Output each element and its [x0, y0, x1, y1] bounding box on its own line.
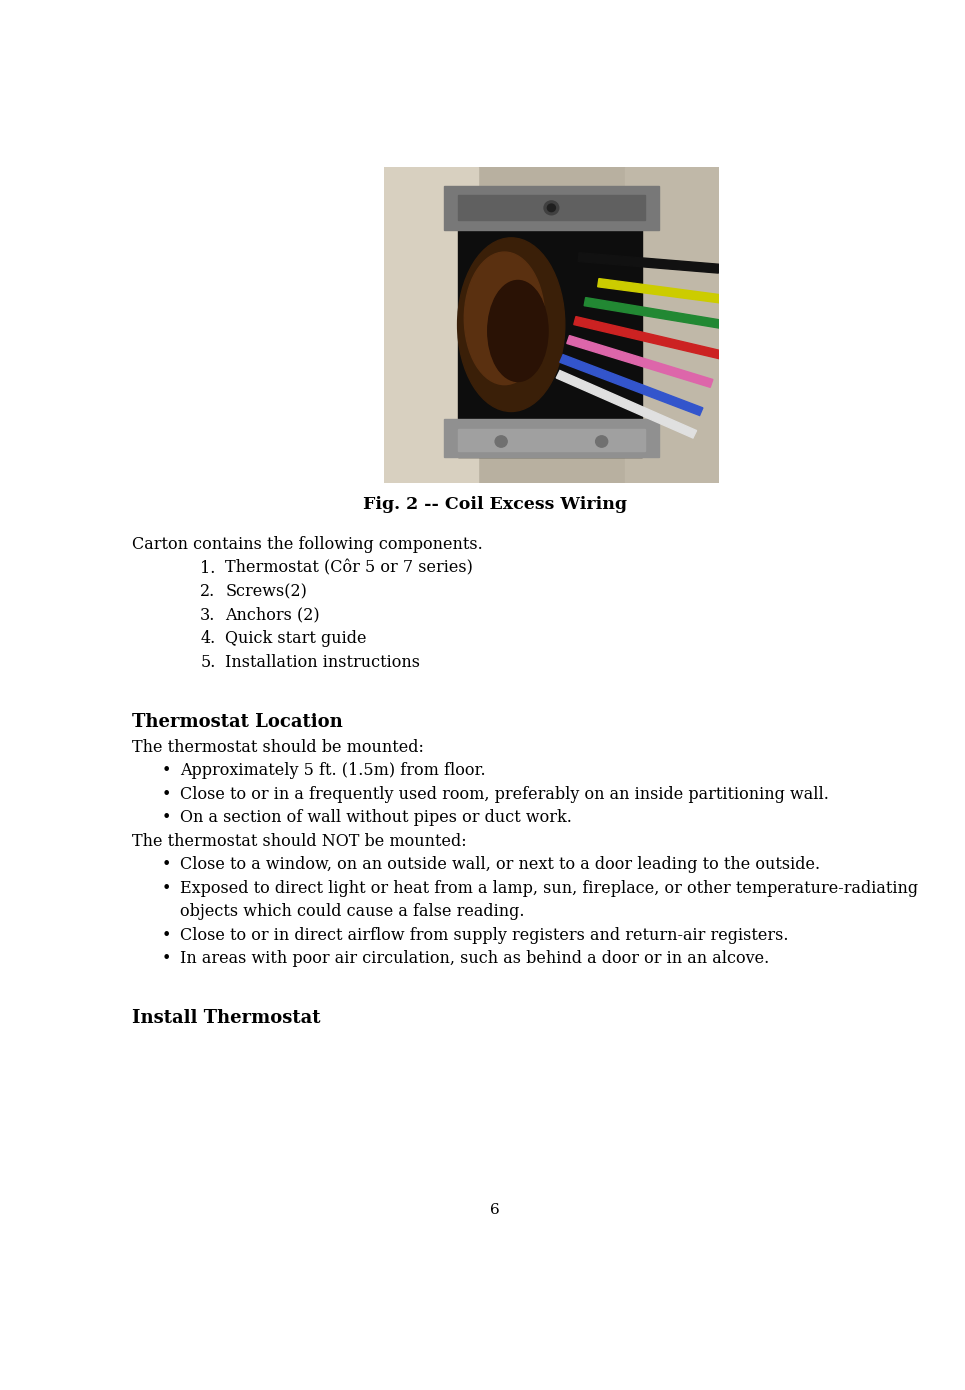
- Text: 5.: 5.: [200, 653, 215, 671]
- Text: Anchors (2): Anchors (2): [226, 606, 320, 624]
- Text: Install Thermostat: Install Thermostat: [132, 1009, 320, 1027]
- Text: The thermostat should be mounted:: The thermostat should be mounted:: [132, 738, 424, 756]
- Text: •: •: [161, 951, 171, 967]
- Text: On a section of wall without pipes or duct work.: On a section of wall without pipes or du…: [180, 809, 572, 826]
- Text: Fig. 2 -- Coil Excess Wiring: Fig. 2 -- Coil Excess Wiring: [363, 496, 626, 513]
- Text: •: •: [161, 927, 171, 944]
- Text: Close to a window, on an outside wall, or next to a door leading to the outside.: Close to a window, on an outside wall, o…: [180, 856, 820, 873]
- Text: 3.: 3.: [200, 606, 215, 624]
- Text: Thermostat Location: Thermostat Location: [132, 713, 343, 731]
- Text: 2.: 2.: [201, 584, 215, 600]
- Text: Carton contains the following components.: Carton contains the following components…: [132, 537, 482, 553]
- Text: •: •: [161, 762, 171, 780]
- Text: In areas with poor air circulation, such as behind a door or in an alcove.: In areas with poor air circulation, such…: [180, 951, 770, 967]
- Text: The thermostat should NOT be mounted:: The thermostat should NOT be mounted:: [132, 833, 466, 849]
- Text: •: •: [161, 785, 171, 802]
- Text: Quick start guide: Quick start guide: [226, 630, 367, 648]
- Text: Close to or in direct airflow from supply registers and return-air registers.: Close to or in direct airflow from suppl…: [180, 927, 789, 944]
- Text: Thermostat (Côr 5 or 7 series): Thermostat (Côr 5 or 7 series): [226, 560, 473, 577]
- Text: 4.: 4.: [201, 630, 215, 648]
- Text: 6: 6: [489, 1204, 500, 1218]
- Text: Installation instructions: Installation instructions: [226, 653, 421, 671]
- Text: Exposed to direct light or heat from a lamp, sun, fireplace, or other temperatur: Exposed to direct light or heat from a l…: [180, 880, 919, 897]
- Text: 1.: 1.: [200, 560, 215, 577]
- Text: Screws(2): Screws(2): [226, 584, 307, 600]
- Text: •: •: [161, 856, 171, 873]
- Text: Close to or in a frequently used room, preferably on an inside partitioning wall: Close to or in a frequently used room, p…: [180, 785, 829, 802]
- Text: •: •: [161, 880, 171, 897]
- Text: Approximately 5 ft. (1.5m) from floor.: Approximately 5 ft. (1.5m) from floor.: [180, 762, 486, 780]
- Text: objects which could cause a false reading.: objects which could cause a false readin…: [180, 904, 525, 920]
- Text: •: •: [161, 809, 171, 826]
